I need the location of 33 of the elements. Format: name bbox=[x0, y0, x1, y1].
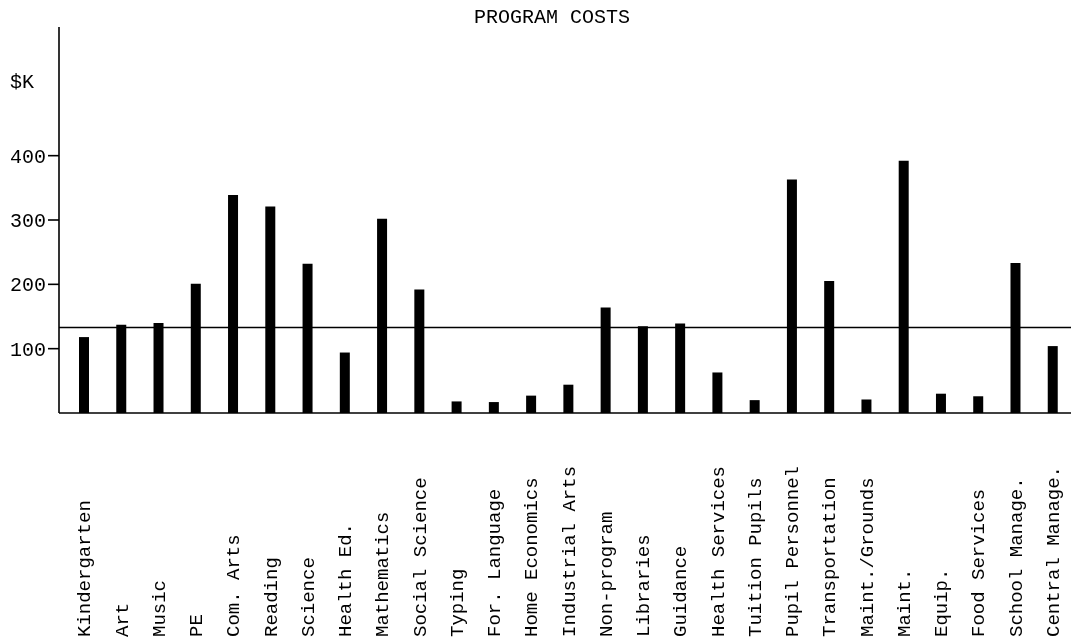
x-tick-label: Mathematics bbox=[372, 511, 395, 637]
x-tick-label: Maint./Grounds bbox=[856, 477, 879, 637]
x-tick-label: Transportation bbox=[819, 477, 842, 637]
x-tick-label: Kindergarten bbox=[74, 500, 97, 637]
x-tick-label: Maint. bbox=[893, 568, 916, 637]
x-tick-label: Com. Arts bbox=[223, 534, 246, 637]
x-tick-label: Typing bbox=[446, 568, 469, 637]
x-tick-label: Social Science bbox=[409, 477, 432, 637]
y-tick-label: 400 bbox=[9, 145, 46, 169]
x-tick-label: Food Services bbox=[968, 488, 991, 637]
x-tick-label: Music bbox=[148, 579, 171, 637]
y-tick-label: 100 bbox=[9, 338, 46, 362]
x-tick-label: Guidance bbox=[670, 545, 693, 637]
x-tick-label: PE bbox=[186, 614, 209, 637]
x-tick-label: Industrial Arts bbox=[558, 465, 581, 637]
x-tick-label: Home Economics bbox=[521, 477, 544, 637]
x-tick-label: Pupil Personnel bbox=[782, 465, 805, 637]
x-tick-label: School Manage. bbox=[1005, 477, 1028, 637]
x-tick-label: Non-program bbox=[595, 511, 618, 637]
x-tick-label: Equip. bbox=[931, 568, 954, 637]
x-tick-label: Central Manage. bbox=[1043, 465, 1066, 637]
x-tick-label: Health Ed. bbox=[335, 522, 358, 637]
x-tick-label: For. Language bbox=[484, 488, 507, 637]
x-tick-label: Reading bbox=[260, 557, 283, 637]
chart-title: PROGRAM COSTS bbox=[473, 6, 631, 30]
x-tick-label: Tuition Pupils bbox=[744, 477, 767, 637]
x-tick-label: Science bbox=[297, 557, 320, 637]
x-tick-label: Health Services bbox=[707, 465, 730, 637]
x-tick-label: Art bbox=[111, 602, 134, 637]
y-tick-label: 200 bbox=[9, 274, 46, 298]
x-tick-label: Libraries bbox=[633, 534, 656, 637]
y-axis-title: $K bbox=[10, 71, 35, 95]
y-tick-label: 300 bbox=[9, 210, 46, 234]
